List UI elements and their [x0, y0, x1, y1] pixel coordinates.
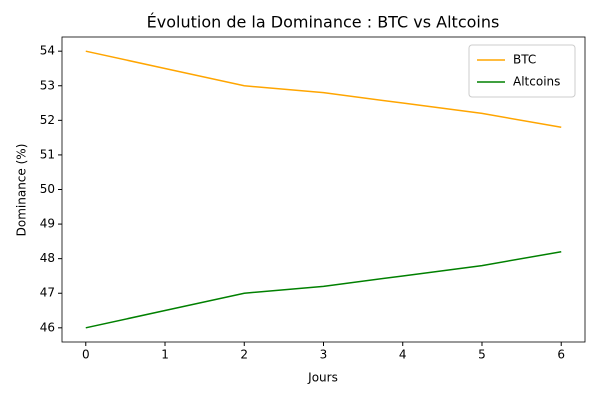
- y-tick-label: 48: [40, 251, 55, 265]
- x-tick-label: 1: [161, 348, 169, 362]
- y-tick-label: 52: [40, 113, 55, 127]
- y-axis-label: Dominance (%): [15, 144, 29, 237]
- x-tick-label: 5: [478, 348, 486, 362]
- y-tick-label: 49: [40, 217, 55, 231]
- y-tick-label: 51: [40, 147, 55, 161]
- series-line: [85, 50, 562, 128]
- y-tick-label: 54: [40, 44, 55, 58]
- y-tick-label: 53: [40, 78, 55, 92]
- y-tick-label: 46: [40, 320, 55, 334]
- x-tick-label: 2: [240, 348, 248, 362]
- series-line: [85, 251, 562, 329]
- legend-label: BTC: [513, 53, 536, 67]
- chart-title: Évolution de la Dominance : BTC vs Altco…: [147, 13, 500, 32]
- y-tick-label: 50: [40, 182, 55, 196]
- x-tick-label: 4: [399, 348, 407, 362]
- plot-frame: [61, 36, 586, 343]
- x-tick-label: 0: [82, 348, 90, 362]
- legend-label: Altcoins: [513, 75, 560, 89]
- x-tick-label: 3: [320, 348, 328, 362]
- y-tick-label: 47: [40, 286, 55, 300]
- x-tick-label: 6: [557, 348, 565, 362]
- x-axis-label: Jours: [307, 371, 338, 385]
- legend-box: [468, 44, 576, 98]
